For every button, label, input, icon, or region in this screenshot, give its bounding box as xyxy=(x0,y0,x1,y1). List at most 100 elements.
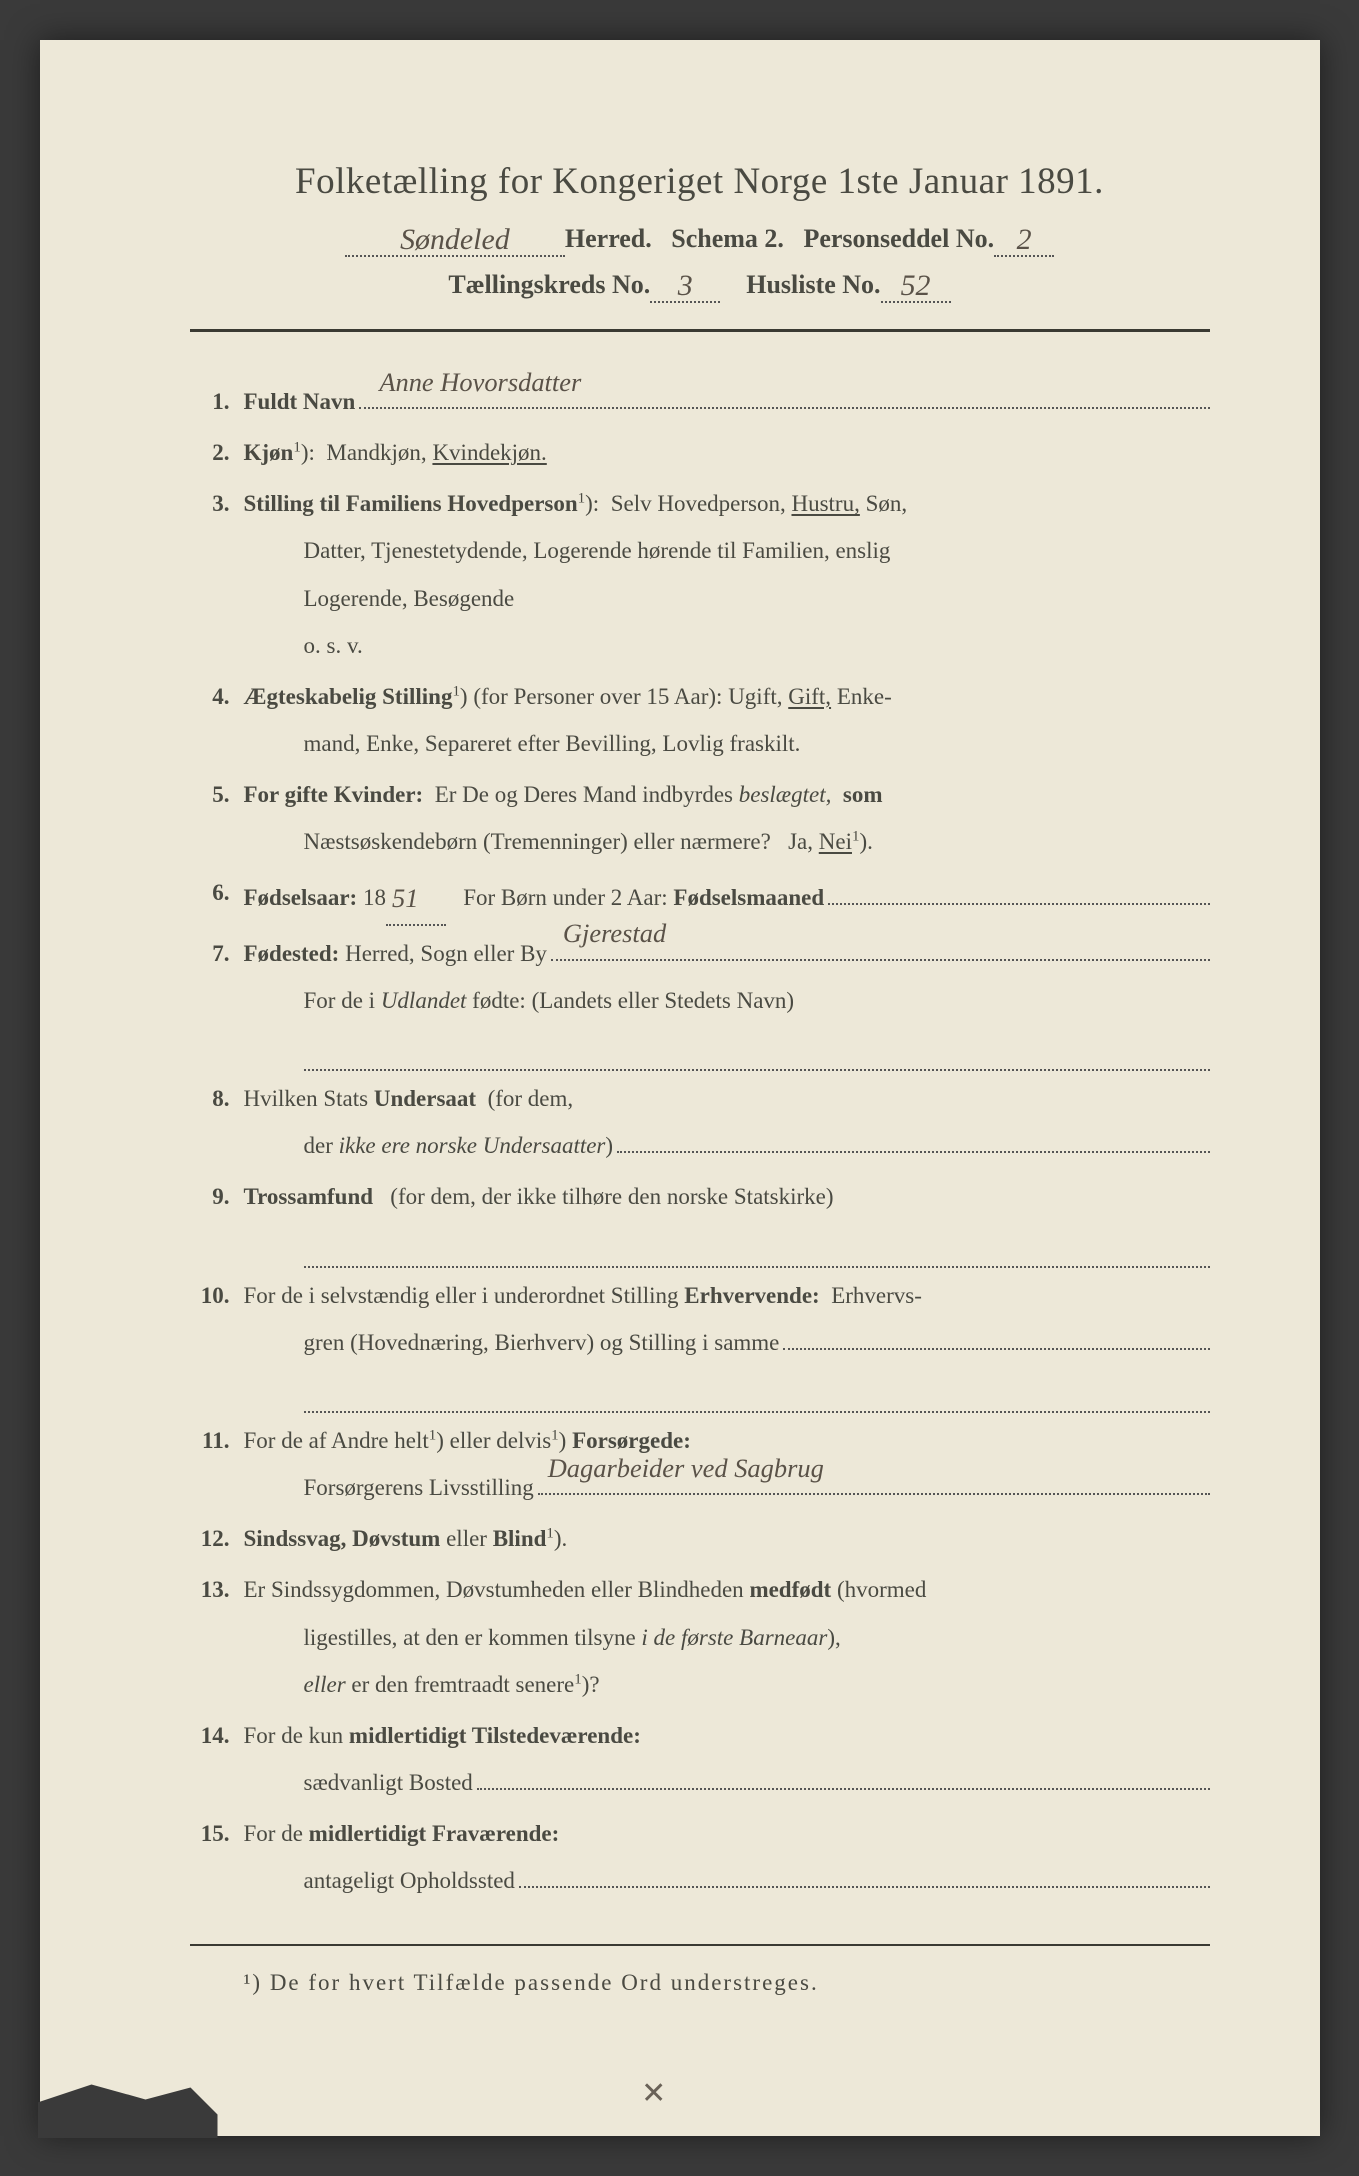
q5-line2: Næstsøskendebørn (Tremenninger) eller næ… xyxy=(304,829,771,854)
item-14-num: 14. xyxy=(190,1712,244,1806)
smudge-mark: ✕ xyxy=(641,2076,711,2106)
q13-line2a: ligestilles, at den er kommen tilsyne xyxy=(304,1625,636,1650)
item-3-num: 3. xyxy=(190,480,244,669)
temp-present-label: midlertidigt Tilstedeværende: xyxy=(349,1723,641,1748)
item-11: 11. For de af Andre helt1) eller delvis1… xyxy=(190,1417,1210,1511)
item-8-num: 8. xyxy=(190,1075,244,1169)
relation-line3: Logerende, Besøgende xyxy=(244,575,1210,622)
relation-line2: Datter, Tjenestetydende, Logerende høren… xyxy=(244,527,1210,574)
relation-opt-self: Selv Hovedperson, xyxy=(611,491,786,516)
q15-line2: antageligt Opholdssted xyxy=(304,1857,515,1904)
item-2: 2. Kjøn1): Mandkjøn, Kvindekjøn. xyxy=(190,429,1210,476)
item-13: 13. Er Sindssygdommen, Døvstumheden elle… xyxy=(190,1566,1210,1707)
item-6-num: 6. xyxy=(190,869,244,925)
q8-text1: Hvilken Stats xyxy=(244,1086,369,1111)
marital-enke: Enke- xyxy=(837,684,892,709)
item-10-num: 10. xyxy=(190,1272,244,1413)
relation-opt-hustru-selected: Hustru, xyxy=(791,491,859,516)
item-12: 12. Sindssvag, Døvstum eller Blind1). xyxy=(190,1515,1210,1562)
q7-em: Udlandet xyxy=(381,988,467,1013)
item-5-num: 5. xyxy=(190,771,244,865)
q5-som: som xyxy=(843,782,883,807)
form-body: 1. Fuldt Navn Anne Hovorsdatter 2. Kjøn1… xyxy=(190,378,1210,1904)
q13-line3: er den fremtraadt senere xyxy=(351,1672,574,1697)
fullname-value: Anne Hovorsdatter xyxy=(379,355,581,409)
temp-absent-label: midlertidigt Fraværende: xyxy=(309,1821,560,1846)
q13-line2b: ), xyxy=(827,1625,840,1650)
birthplace-value: Gjerestad xyxy=(563,906,666,960)
q15-for: For de xyxy=(244,1821,303,1846)
item-8: 8. Hvilken Stats Undersaat (for dem, der… xyxy=(190,1075,1210,1169)
q9-text: (for dem, der ikke tilhøre den norske St… xyxy=(390,1184,833,1209)
q8-text2: (for dem, xyxy=(488,1086,574,1111)
q11-line2: Forsørgerens Livsstilling xyxy=(304,1464,534,1511)
personseddel-no: 2 xyxy=(1011,223,1038,256)
birthyear-label: Fødselsaar: xyxy=(244,874,358,921)
undersaat-label: Undersaat xyxy=(374,1086,476,1111)
item-3: 3. Stilling til Familiens Hovedperson1):… xyxy=(190,480,1210,669)
religion-label: Trossamfund xyxy=(244,1184,374,1209)
item-9-num: 9. xyxy=(190,1173,244,1267)
marital-ugift: Ugift, xyxy=(728,684,782,709)
q11-text2: eller delvis xyxy=(450,1428,552,1453)
item-6: 6. Fødselsaar: 1851 For Børn under 2 Aar… xyxy=(190,869,1210,925)
q7-text1: Herred, Sogn eller By xyxy=(345,930,547,977)
provider-occupation-value: Dagarbeider ved Sagbrug xyxy=(548,1441,824,1495)
divider-bottom xyxy=(190,1944,1210,1946)
item-7-num: 7. xyxy=(190,930,244,1071)
q13-em: i de første Barneaar xyxy=(641,1625,827,1650)
sex-female-selected: Kvindekjøn. xyxy=(432,440,546,465)
herred-label: Herred. xyxy=(565,224,652,253)
sex-male: Mandkjøn, xyxy=(326,440,426,465)
item-15: 15. For de midlertidigt Fraværende: anta… xyxy=(190,1810,1210,1904)
q5-em: beslægtet, xyxy=(739,782,832,807)
census-form-page: Folketælling for Kongeriget Norge 1ste J… xyxy=(40,40,1320,2136)
marital-gift-selected: Gift, xyxy=(788,684,831,709)
item-15-num: 15. xyxy=(190,1810,244,1904)
personseddel-label: Personseddel No. xyxy=(803,224,994,253)
item-12-num: 12. xyxy=(190,1515,244,1562)
birthyear-value: 51 xyxy=(386,883,424,913)
item-1: 1. Fuldt Navn Anne Hovorsdatter xyxy=(190,378,1210,425)
marital-paren: (for Personer over 15 Aar): xyxy=(473,684,722,709)
form-title: Folketælling for Kongeriget Norge 1ste J… xyxy=(190,160,1210,203)
q8-line2: der xyxy=(304,1122,333,1169)
birthyear-prefix: 18 xyxy=(363,874,386,921)
q11-text1: For de af Andre helt xyxy=(244,1428,429,1453)
item-2-num: 2. xyxy=(190,429,244,476)
q5-ja: Ja, xyxy=(788,829,813,854)
q7-line2a: For de i xyxy=(304,988,376,1013)
q5-text1: Er De og Deres Mand indbyrdes xyxy=(435,782,733,807)
item-7: 7. Fødested: Herred, Sogn eller By Gjere… xyxy=(190,930,1210,1071)
header-line-2: Tællingskreds No.3 Husliste No.52 xyxy=(190,267,1210,303)
relation-label: Stilling til Familiens Hovedperson xyxy=(244,491,578,516)
birthmonth-label: Fødselsmaaned xyxy=(673,874,824,921)
q12-or: eller xyxy=(446,1526,487,1551)
q14-for: For de kun xyxy=(244,1723,344,1748)
q13-eller: eller xyxy=(304,1672,346,1697)
relation-line4: o. s. v. xyxy=(244,622,1210,669)
husliste-no: 52 xyxy=(895,269,937,302)
q5-nei-selected: Nei xyxy=(819,829,852,854)
kreds-no: 3 xyxy=(672,269,699,302)
q13-text2: (hvormed xyxy=(837,1577,926,1602)
header-line-1: Søndeled Herred. Schema 2. Personseddel N… xyxy=(190,221,1210,257)
fullname-label: Fuldt Navn xyxy=(244,378,356,425)
item-4-num: 4. xyxy=(190,673,244,767)
item-14: 14. For de kun midlertidigt Tilstedevære… xyxy=(190,1712,1210,1806)
item-10: 10. For de i selvstændig eller i underor… xyxy=(190,1272,1210,1413)
herred-value: Søndeled xyxy=(394,223,516,256)
item-13-num: 13. xyxy=(190,1566,244,1707)
disability-label: Sindssvag, Døvstum xyxy=(244,1526,441,1551)
schema-label: Schema 2. xyxy=(671,224,784,253)
item-5: 5. For gifte Kvinder: Er De og Deres Man… xyxy=(190,771,1210,865)
q10-text2: Erhvervs- xyxy=(831,1283,922,1308)
relation-opt-son: Søn, xyxy=(866,491,908,516)
divider-top xyxy=(190,329,1210,332)
erhverv-label: Erhvervende: xyxy=(684,1283,819,1308)
q7-line2b: fødte: (Landets eller Stedets Navn) xyxy=(472,988,794,1013)
sex-label: Kjøn xyxy=(244,440,294,465)
item-1-num: 1. xyxy=(190,378,244,425)
married-women-label: For gifte Kvinder: xyxy=(244,782,424,807)
item-9: 9. Trossamfund (for dem, der ikke tilhør… xyxy=(190,1173,1210,1267)
